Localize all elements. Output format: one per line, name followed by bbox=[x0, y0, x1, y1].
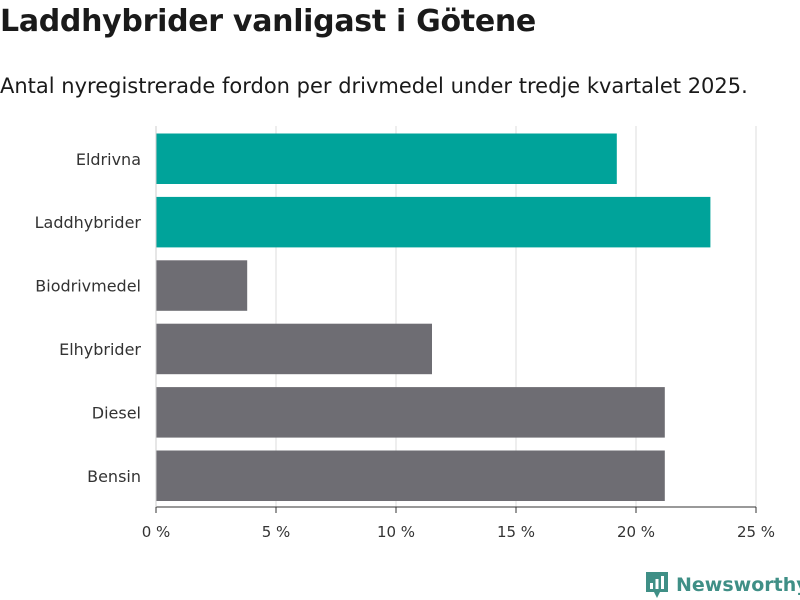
gridlines bbox=[275, 126, 757, 507]
x-tick-label: 15 % bbox=[497, 523, 535, 541]
x-tick-label: 25 % bbox=[737, 523, 775, 541]
bar bbox=[156, 387, 665, 438]
brand-logo: Newsworthy bbox=[644, 570, 800, 600]
category-label: Diesel bbox=[92, 403, 141, 422]
x-axis: 0 % 5 % 10 % 15 % 20 % 25 % bbox=[142, 126, 775, 541]
category-label: Biodrivmedel bbox=[35, 277, 141, 296]
bar bbox=[156, 260, 248, 311]
bars bbox=[156, 133, 711, 501]
category-label: Bensin bbox=[87, 467, 141, 486]
bar bbox=[156, 450, 665, 501]
category-label: Eldrivna bbox=[76, 150, 141, 169]
bar bbox=[156, 196, 711, 248]
x-tick-label: 10 % bbox=[377, 523, 415, 541]
chart-title: Laddhybrider vanligast i Götene bbox=[0, 4, 536, 39]
category-labels: Eldrivna Laddhybrider Biodrivmedel Elhybrid… bbox=[35, 150, 142, 486]
x-tick-label: 5 % bbox=[262, 523, 291, 541]
x-tick-label: 20 % bbox=[617, 523, 655, 541]
bar bbox=[156, 133, 617, 184]
x-tick-label: 0 % bbox=[142, 523, 171, 541]
category-label: Elhybrider bbox=[59, 340, 141, 359]
category-label: Laddhybrider bbox=[35, 213, 142, 232]
bar bbox=[156, 323, 432, 375]
brand-name: Newsworthy bbox=[676, 574, 800, 596]
chart-subtitle: Antal nyregistrerade fordon per drivmede… bbox=[0, 74, 748, 98]
newsworthy-logo-icon bbox=[646, 572, 668, 598]
